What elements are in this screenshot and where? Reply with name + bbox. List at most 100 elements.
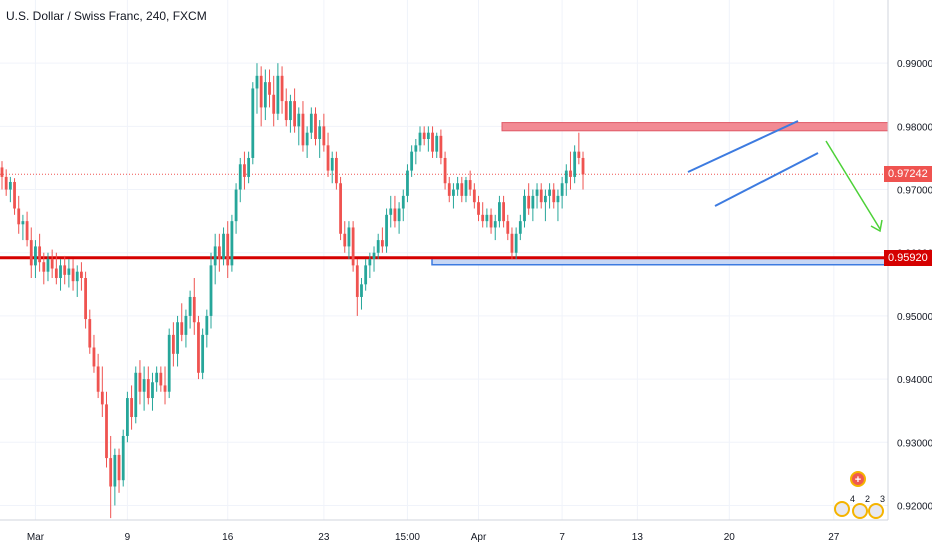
- candle: [255, 63, 259, 114]
- candle-body: [385, 214, 388, 247]
- candle-body: [126, 398, 129, 436]
- candle: [309, 107, 313, 140]
- candle: [431, 126, 434, 158]
- us-flag-icon-3[interactable]: [868, 503, 884, 519]
- candle: [159, 366, 163, 392]
- current-price-label: 0.97242: [884, 166, 932, 183]
- candle: [289, 94, 292, 133]
- candle: [222, 227, 225, 266]
- candle-body: [401, 195, 405, 209]
- candle: [54, 252, 58, 285]
- us-flag-icon[interactable]: [834, 501, 850, 517]
- swiss-flag-icon[interactable]: [850, 471, 866, 487]
- candle-body: [339, 183, 342, 234]
- candle-body: [506, 221, 510, 234]
- candle: [126, 391, 129, 443]
- candle: [535, 183, 539, 209]
- candle: [472, 183, 476, 209]
- candle-body: [472, 189, 476, 203]
- candle: [67, 259, 71, 288]
- candle: [297, 107, 301, 146]
- candle: [25, 211, 29, 247]
- candle-body: [577, 151, 581, 158]
- candle: [29, 227, 33, 279]
- candle-body: [368, 259, 372, 266]
- candle-body: [138, 372, 142, 392]
- candle-body: [50, 259, 54, 269]
- flag-count-mid: 2: [865, 494, 870, 504]
- candle-body: [477, 202, 480, 215]
- candles: [0, 63, 585, 519]
- candle: [322, 113, 326, 152]
- candle-body: [234, 189, 238, 222]
- candle-body: [88, 319, 92, 348]
- candle-body: [360, 284, 363, 297]
- candle-body: [393, 208, 397, 222]
- channel-upper-line: [687, 120, 799, 173]
- candle: [406, 164, 409, 203]
- candle-body: [54, 268, 58, 279]
- candle: [113, 448, 117, 506]
- candle-body: [560, 183, 564, 196]
- candle: [493, 214, 497, 241]
- y-tick-label: 0.97000: [897, 186, 932, 197]
- candle-body: [406, 170, 409, 196]
- candle-body: [192, 296, 196, 323]
- candle-body: [105, 404, 108, 459]
- candle: [548, 183, 551, 209]
- candle: [8, 176, 12, 203]
- candle-body: [514, 233, 518, 253]
- candle: [4, 169, 8, 196]
- us-flag-icon-2[interactable]: [852, 503, 868, 519]
- candle-body: [418, 132, 422, 146]
- candle: [284, 88, 288, 127]
- candle-body: [443, 157, 447, 184]
- candle-body: [502, 202, 505, 222]
- candle-body: [280, 75, 284, 102]
- candle-body: [222, 233, 225, 260]
- candle-body: [146, 379, 150, 399]
- candle-body: [155, 372, 159, 383]
- candle: [418, 126, 422, 152]
- candle: [146, 366, 150, 405]
- flag-count-right: 3: [880, 494, 885, 504]
- candle-body: [284, 101, 288, 121]
- candle-body: [347, 227, 351, 247]
- candle-body: [435, 135, 439, 152]
- candle: [489, 208, 493, 234]
- candle: [577, 132, 581, 165]
- candle-body: [247, 157, 251, 177]
- candle: [531, 189, 535, 222]
- candle: [13, 178, 16, 215]
- x-tick-label: 13: [632, 532, 644, 543]
- candle-body: [322, 126, 326, 146]
- candle: [217, 233, 221, 272]
- candle: [339, 176, 342, 241]
- candle-body: [552, 189, 556, 203]
- candle: [0, 161, 4, 190]
- event-badges[interactable]: + 4 2 3: [834, 471, 885, 519]
- candle: [539, 183, 543, 209]
- candle-body: [355, 265, 359, 297]
- candle-body: [17, 208, 21, 225]
- candle-body: [176, 322, 179, 354]
- candle-body: [305, 132, 309, 146]
- axes: 0.920000.930000.940000.950000.960000.970…: [0, 0, 932, 543]
- flag-count-left: 4: [850, 494, 855, 504]
- candle: [422, 126, 426, 146]
- candle-body: [439, 135, 443, 158]
- candle: [243, 151, 246, 190]
- candle: [184, 309, 188, 348]
- candle: [205, 309, 209, 348]
- candle: [63, 255, 67, 285]
- candle: [468, 170, 472, 196]
- candle-body: [21, 221, 25, 225]
- candle: [34, 240, 37, 279]
- candle: [569, 151, 572, 190]
- candle: [50, 249, 54, 279]
- candle: [188, 290, 192, 329]
- candle: [272, 75, 276, 127]
- candle-body: [117, 454, 121, 481]
- forecast-arrow: [825, 140, 881, 230]
